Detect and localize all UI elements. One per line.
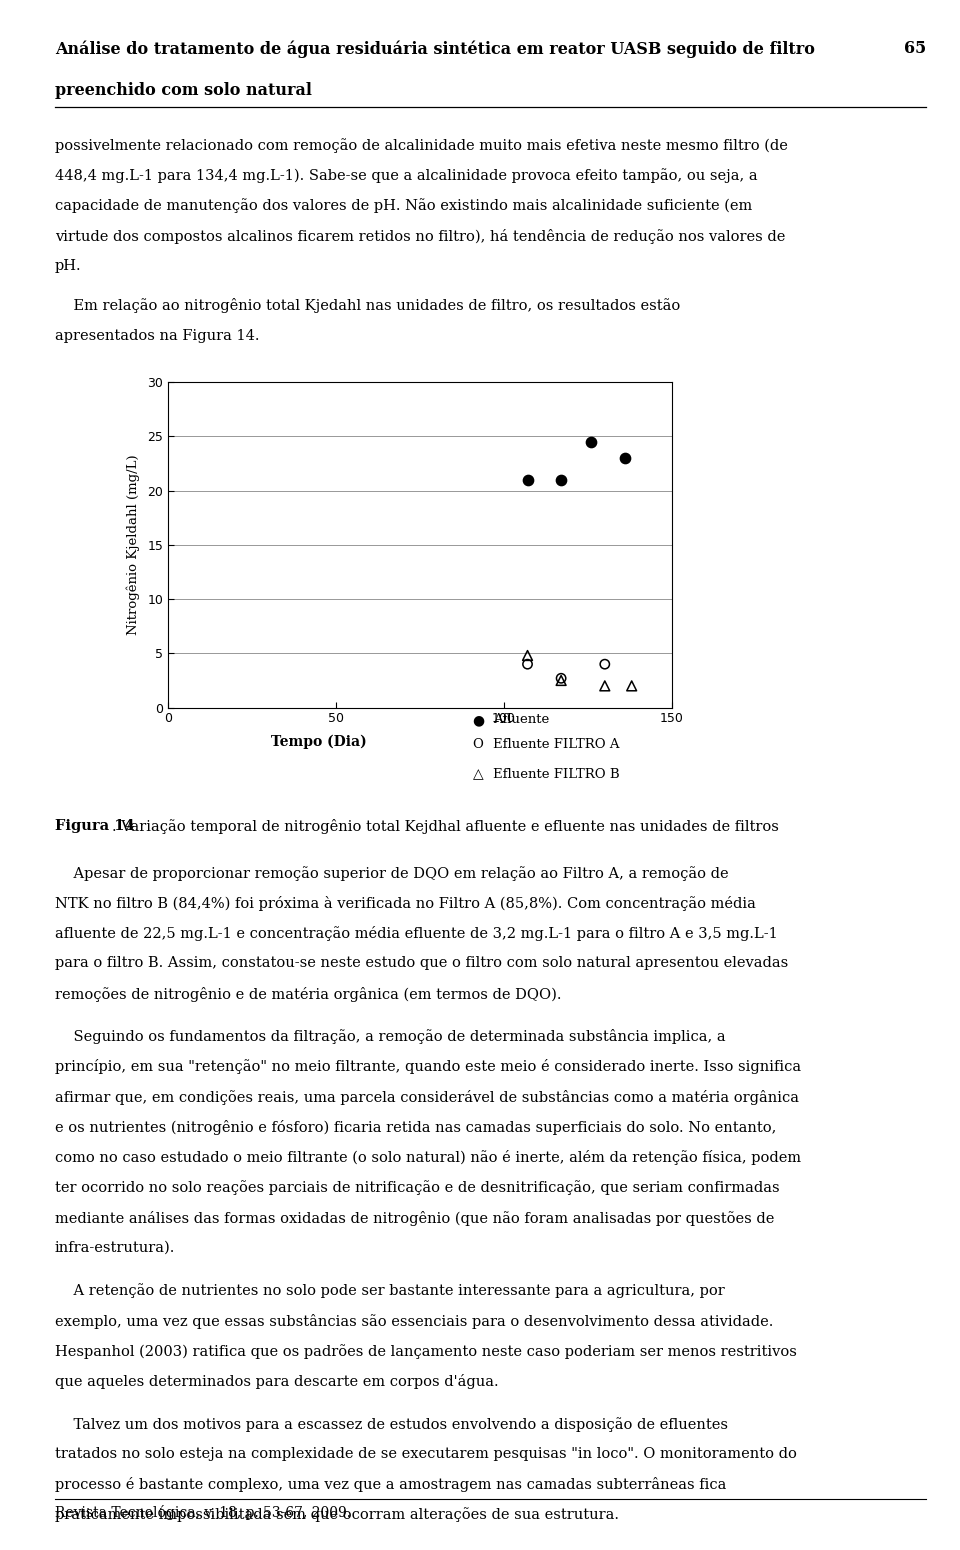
Text: apresentados na Figura 14.: apresentados na Figura 14. xyxy=(55,329,259,343)
Text: Em relação ao nitrogênio total Kjedahl nas unidades de filtro, os resultados est: Em relação ao nitrogênio total Kjedahl n… xyxy=(55,298,680,313)
Text: Revista Tecnológica, v. 18, p. 53-67, 2009.: Revista Tecnológica, v. 18, p. 53-67, 20… xyxy=(55,1505,350,1521)
Text: princípio, em sua "retenção" no meio filtrante, quando este meio é considerado i: princípio, em sua "retenção" no meio fil… xyxy=(55,1060,801,1074)
Text: ter ocorrido no solo reações parciais de nitrificação e de desnitrificação, que : ter ocorrido no solo reações parciais de… xyxy=(55,1181,780,1195)
Text: . Variação temporal de nitrogênio total Kejdhal afluente e efluente nas unidades: . Variação temporal de nitrogênio total … xyxy=(112,818,780,834)
Text: mediante análises das formas oxidadas de nitrogênio (que não foram analisadas po: mediante análises das formas oxidadas de… xyxy=(55,1211,774,1226)
Text: afluente de 22,5 mg.L-1 e concentração média efluente de 3,2 mg.L-1 para o filtr: afluente de 22,5 mg.L-1 e concentração m… xyxy=(55,925,778,941)
Point xyxy=(554,668,569,693)
Text: remoções de nitrogênio e de matéria orgânica (em termos de DQO).: remoções de nitrogênio e de matéria orgâ… xyxy=(55,986,562,1001)
Point xyxy=(554,468,569,493)
Text: e os nutrientes (nitrogênio e fósforo) ficaria retida nas camadas superficiais d: e os nutrientes (nitrogênio e fósforo) f… xyxy=(55,1119,776,1135)
Text: 448,4 mg.L-1 para 134,4 mg.L-1). Sabe-se que a alcalinidade provoca efeito tampã: 448,4 mg.L-1 para 134,4 mg.L-1). Sabe-se… xyxy=(55,167,757,183)
Point xyxy=(597,673,612,698)
Text: pH.: pH. xyxy=(55,259,82,273)
Text: que aqueles determinados para descarte em corpos d'água.: que aqueles determinados para descarte e… xyxy=(55,1373,498,1389)
Text: Efluente FILTRO B: Efluente FILTRO B xyxy=(493,767,620,781)
Point xyxy=(597,651,612,676)
Point xyxy=(584,429,599,454)
Text: Talvez um dos motivos para a escassez de estudos envolvendo a disposição de eflu: Talvez um dos motivos para a escassez de… xyxy=(55,1417,728,1432)
Text: capacidade de manutenção dos valores de pH. Não existindo mais alcalinidade sufi: capacidade de manutenção dos valores de … xyxy=(55,198,752,214)
Text: Seguindo os fundamentos da filtração, a remoção de determinada substância implic: Seguindo os fundamentos da filtração, a … xyxy=(55,1029,726,1045)
Point xyxy=(520,643,536,668)
Point xyxy=(520,468,536,493)
Text: Hespanhol (2003) ratifica que os padrões de lançamento neste caso poderiam ser m: Hespanhol (2003) ratifica que os padrões… xyxy=(55,1344,797,1359)
Text: NTK no filtro B (84,4%) foi próxima à verificada no Filtro A (85,8%). Com concen: NTK no filtro B (84,4%) foi próxima à ve… xyxy=(55,896,756,911)
Point xyxy=(624,673,639,698)
Text: △: △ xyxy=(472,767,483,781)
Text: Análise do tratamento de água residuária sintética em reator UASB seguido de fil: Análise do tratamento de água residuária… xyxy=(55,40,815,57)
Text: infra-estrutura).: infra-estrutura). xyxy=(55,1240,175,1256)
Text: 65: 65 xyxy=(904,40,926,57)
Text: como no caso estudado o meio filtrante (o solo natural) não é inerte, além da re: como no caso estudado o meio filtrante (… xyxy=(55,1150,801,1166)
Text: Efluente FILTRO A: Efluente FILTRO A xyxy=(493,738,619,752)
Text: A retenção de nutrientes no solo pode ser bastante interessante para a agricultu: A retenção de nutrientes no solo pode se… xyxy=(55,1283,725,1299)
Point xyxy=(554,666,569,691)
Point xyxy=(617,445,633,470)
Text: possivelmente relacionado com remoção de alcalinidade muito mais efetiva neste m: possivelmente relacionado com remoção de… xyxy=(55,138,787,153)
Y-axis label: Nitrogênio Kjeldahl (mg/L): Nitrogênio Kjeldahl (mg/L) xyxy=(127,454,140,636)
Text: tratados no solo esteja na complexidade de se executarem pesquisas "in loco". O : tratados no solo esteja na complexidade … xyxy=(55,1448,797,1462)
Text: Apesar de proporcionar remoção superior de DQO em relação ao Filtro A, a remoção: Apesar de proporcionar remoção superior … xyxy=(55,865,729,880)
Text: ●: ● xyxy=(472,713,484,727)
Text: para o filtro B. Assim, constatou-se neste estudo que o filtro com solo natural : para o filtro B. Assim, constatou-se nes… xyxy=(55,956,788,970)
Text: virtude dos compostos alcalinos ficarem retidos no filtro), há tendência de redu: virtude dos compostos alcalinos ficarem … xyxy=(55,228,785,243)
Text: afirmar que, em condições reais, uma parcela considerável de substâncias como a : afirmar que, em condições reais, uma par… xyxy=(55,1090,799,1105)
Point xyxy=(520,651,536,676)
Text: Figura 14: Figura 14 xyxy=(55,818,134,834)
Text: preenchido com solo natural: preenchido com solo natural xyxy=(55,82,312,99)
Text: Tempo (Dia): Tempo (Dia) xyxy=(272,735,367,749)
Text: processo é bastante complexo, uma vez que a amostragem nas camadas subterrâneas : processo é bastante complexo, uma vez qu… xyxy=(55,1477,726,1493)
Text: praticamente impossibilitada sem que ocorram alterações de sua estrutura.: praticamente impossibilitada sem que oco… xyxy=(55,1507,619,1522)
Text: Afluente: Afluente xyxy=(493,713,549,727)
Text: O: O xyxy=(472,738,484,752)
Text: exemplo, uma vez que essas substâncias são essenciais para o desenvolvimento des: exemplo, uma vez que essas substâncias s… xyxy=(55,1313,773,1328)
